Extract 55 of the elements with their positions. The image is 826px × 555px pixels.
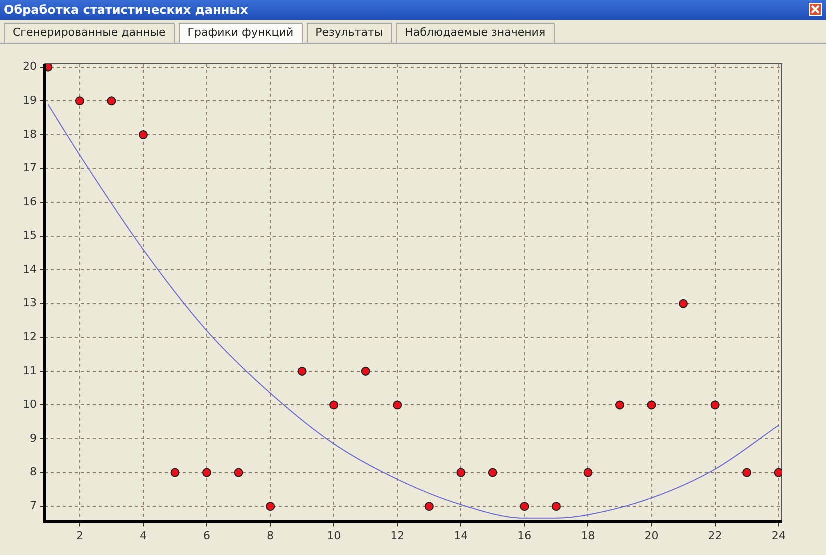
point xyxy=(107,96,116,106)
point xyxy=(424,502,434,512)
y-tick-label: 7 xyxy=(30,499,37,512)
point xyxy=(393,400,402,410)
point xyxy=(488,468,498,478)
y-tick-label: 12 xyxy=(22,330,37,344)
y-tick-label: 11 xyxy=(22,364,37,378)
y-tick-label: 18 xyxy=(22,128,37,141)
x-tick-label: 4 xyxy=(140,529,147,542)
point xyxy=(456,468,466,478)
point xyxy=(138,130,148,140)
line-series xyxy=(48,104,780,519)
x-tick-label: 10 xyxy=(327,529,342,542)
point xyxy=(266,502,276,512)
point xyxy=(202,468,212,478)
x-tick-label: 14 xyxy=(454,529,468,542)
y-tick-label: 19 xyxy=(22,94,37,108)
point xyxy=(361,366,370,376)
y-tick-label: 15 xyxy=(22,229,37,242)
y-tick-label: 17 xyxy=(22,162,37,175)
y-tick-label: 8 xyxy=(30,466,37,479)
y-tick-label: 10 xyxy=(22,398,37,412)
x-tick-label: 16 xyxy=(518,529,532,542)
point xyxy=(774,468,782,478)
x-tick-label: 2 xyxy=(76,529,84,542)
y-tick-label: 20 xyxy=(22,60,37,74)
y-tick-label: 13 xyxy=(22,296,37,310)
point xyxy=(647,400,656,410)
x-tick-label: 8 xyxy=(267,529,274,542)
chart-title: Обработка статистических данных xyxy=(4,3,248,17)
text: Результаты xyxy=(306,23,392,43)
text: Графики функций xyxy=(178,23,303,43)
point xyxy=(615,400,624,410)
x-tick-label: 20 xyxy=(644,529,659,542)
point xyxy=(330,400,339,410)
point xyxy=(75,96,84,106)
x-tick-label: 12 xyxy=(390,529,405,542)
point xyxy=(552,502,561,512)
point xyxy=(520,502,530,512)
x-tick-label: 22 xyxy=(708,529,722,542)
y-tick-label: 14 xyxy=(22,262,37,276)
x-tick-label: 18 xyxy=(581,529,596,542)
point xyxy=(298,366,307,376)
text: Наблюдаемые значения xyxy=(396,23,555,43)
y-tick-label: 16 xyxy=(22,195,37,208)
point xyxy=(234,468,244,478)
point xyxy=(679,299,688,308)
point xyxy=(742,468,752,478)
point xyxy=(710,400,720,410)
point xyxy=(170,468,180,478)
x-tick-label: 24 xyxy=(772,529,786,542)
x-tick-label: 6 xyxy=(204,529,211,542)
point xyxy=(584,468,593,478)
text: Сгенерированные данные xyxy=(4,23,175,43)
y-tick-label: 9 xyxy=(30,432,37,445)
